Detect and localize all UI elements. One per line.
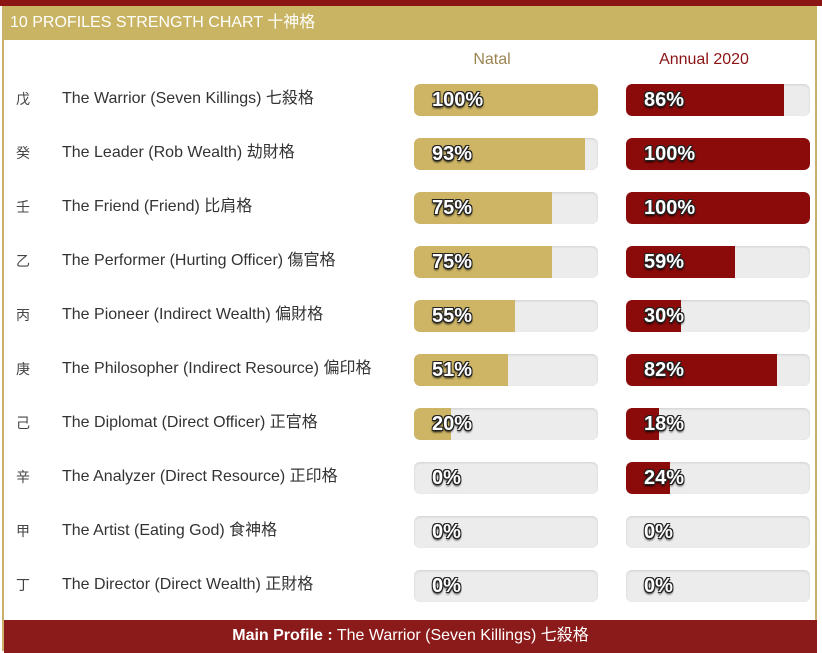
- annual-bar: [626, 462, 671, 494]
- natal-bar: [414, 300, 516, 332]
- main-profile-label: Main Profile :: [232, 627, 333, 644]
- profile-label: The Performer (Hurting Officer) 傷官格: [62, 252, 336, 269]
- stem-glyph: 癸: [16, 146, 30, 162]
- natal-bar-track: 51%: [414, 354, 598, 386]
- chart-frame: [2, 6, 817, 651]
- natal-value-label: 55%: [432, 305, 473, 327]
- profile-label: The Analyzer (Direct Resource) 正印格: [62, 468, 338, 485]
- stem-glyph: 丁: [16, 578, 30, 594]
- annual-bar: [626, 300, 682, 332]
- natal-bar: [414, 192, 552, 224]
- profile-row: 庚 The Philosopher (Indirect Resource) 偏印格…: [0, 354, 822, 408]
- natal-value-label: 100%: [432, 89, 484, 111]
- natal-bar-track: 0%: [414, 570, 598, 602]
- natal-value-label: 0%: [432, 575, 461, 597]
- profile-label: The Leader (Rob Wealth) 劫財格: [62, 144, 295, 161]
- natal-bar-track: 93%: [414, 138, 598, 170]
- stem-glyph: 丙: [16, 308, 30, 324]
- natal-value-label: 20%: [432, 413, 473, 435]
- annual-value-label: 86%: [644, 89, 685, 111]
- profile-label: The Philosopher (Indirect Resource) 偏印格: [62, 360, 372, 377]
- annual-value-label: 100%: [644, 143, 696, 165]
- annual-bar-track: 82%: [626, 354, 810, 386]
- main-profile-footer: Main Profile : The Warrior (Seven Killin…: [4, 620, 817, 653]
- natal-value-label: 51%: [432, 359, 473, 381]
- stem-glyph: 庚: [16, 362, 30, 378]
- stem-glyph: 甲: [16, 524, 30, 540]
- natal-value-label: 0%: [432, 521, 461, 543]
- stem-glyph: 乙: [16, 254, 30, 270]
- profile-row: 辛 The Analyzer (Direct Resource) 正印格 0% 24%: [0, 462, 822, 516]
- profile-label: The Artist (Eating God) 食神格: [62, 522, 278, 539]
- natal-bar: [414, 84, 598, 116]
- annual-bar-track: 59%: [626, 246, 810, 278]
- natal-bar: [414, 354, 508, 386]
- annual-value-label: 18%: [644, 413, 685, 435]
- column-header-natal: Natal: [473, 51, 511, 68]
- profile-label: The Director (Direct Wealth) 正財格: [62, 576, 314, 593]
- annual-value-label: 30%: [644, 305, 685, 327]
- annual-bar-track: 30%: [626, 300, 810, 332]
- stem-glyph: 壬: [16, 200, 30, 216]
- profile-label: The Diplomat (Direct Officer) 正官格: [62, 414, 318, 431]
- annual-value-label: 24%: [644, 467, 685, 489]
- annual-value-label: 59%: [644, 251, 685, 273]
- annual-bar-track: 100%: [626, 192, 810, 224]
- natal-bar: [414, 246, 552, 278]
- natal-bar-track: 0%: [414, 516, 598, 548]
- natal-bar-track: 55%: [414, 300, 598, 332]
- natal-bar: [414, 408, 451, 440]
- annual-bar: [626, 246, 735, 278]
- profile-row: 甲 The Artist (Eating God) 食神格 0% 0%: [0, 516, 822, 570]
- profile-label: The Pioneer (Indirect Wealth) 偏財格: [62, 306, 324, 323]
- annual-bar-track: 100%: [626, 138, 810, 170]
- profile-row: 壬 The Friend (Friend) 比肩格 75% 100%: [0, 192, 822, 246]
- profile-row: 戊 The Warrior (Seven Killings) 七殺格 100% 86%: [0, 84, 822, 138]
- stem-glyph: 己: [16, 416, 30, 432]
- natal-bar-track: 100%: [414, 84, 598, 116]
- annual-bar: [626, 192, 810, 224]
- natal-bar-track: 75%: [414, 246, 598, 278]
- profile-label: The Friend (Friend) 比肩格: [62, 198, 253, 215]
- profile-row: 癸 The Leader (Rob Wealth) 劫財格 93% 100%: [0, 138, 822, 192]
- stem-glyph: 辛: [16, 470, 30, 486]
- annual-bar: [626, 84, 785, 116]
- natal-bar-track: 75%: [414, 192, 598, 224]
- annual-value-label: 82%: [644, 359, 685, 381]
- profile-label: The Warrior (Seven Killings) 七殺格: [62, 90, 314, 107]
- annual-value-label: 100%: [644, 197, 696, 219]
- annual-bar: [626, 408, 660, 440]
- natal-bar-track: 0%: [414, 462, 598, 494]
- annual-value-label: 0%: [644, 575, 673, 597]
- natal-value-label: 0%: [432, 467, 461, 489]
- profile-row: 乙 The Performer (Hurting Officer) 傷官格 75% 5…: [0, 246, 822, 300]
- main-profile-value: The Warrior (Seven Killings) 七殺格: [336, 627, 589, 644]
- stem-glyph: 戊: [16, 92, 30, 108]
- annual-bar: [626, 354, 777, 386]
- natal-bar-track: 20%: [414, 408, 598, 440]
- annual-bar: [626, 138, 810, 170]
- profile-row: 己 The Diplomat (Direct Officer) 正官格 20% 18%: [0, 408, 822, 462]
- annual-bar-track: 0%: [626, 570, 810, 602]
- natal-value-label: 93%: [432, 143, 473, 165]
- natal-value-label: 75%: [432, 197, 473, 219]
- natal-value-label: 75%: [432, 251, 473, 273]
- annual-value-label: 0%: [644, 521, 673, 543]
- annual-bar-track: 24%: [626, 462, 810, 494]
- column-header-annual: Annual 2020: [659, 51, 749, 68]
- chart-header: 10 PROFILES STRENGTH CHART 十神格: [4, 6, 817, 40]
- profile-row: 丁 The Director (Direct Wealth) 正財格 0% 0%: [0, 570, 822, 624]
- natal-bar: [414, 138, 586, 170]
- annual-bar-track: 86%: [626, 84, 810, 116]
- annual-bar-track: 18%: [626, 408, 810, 440]
- profile-row: 丙 The Pioneer (Indirect Wealth) 偏財格 55% 30%: [0, 300, 822, 354]
- annual-bar-track: 0%: [626, 516, 810, 548]
- top-strip: [0, 0, 822, 6]
